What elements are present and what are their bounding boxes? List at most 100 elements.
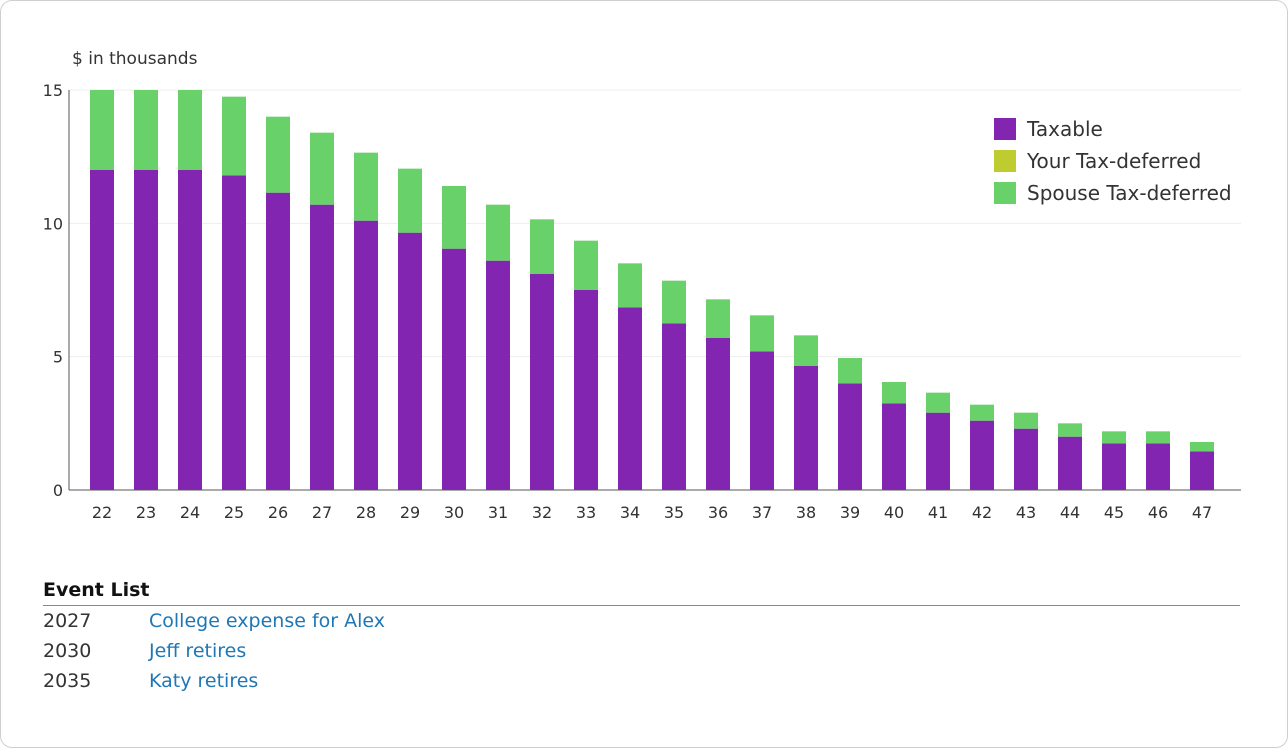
event-link-jeff-retires[interactable]: Jeff retires: [149, 640, 247, 662]
bar-segment: [354, 152, 378, 221]
bar-segment: [90, 90, 114, 170]
legend-item-taxable[interactable]: Taxable: [994, 113, 1232, 145]
bar-segment: [178, 170, 202, 490]
x-tick-label: 26: [268, 503, 288, 522]
bar-segment: [354, 220, 378, 490]
event-list-title: Event List: [43, 579, 1240, 606]
bar-segment: [178, 90, 202, 170]
bar-segment: [398, 168, 422, 233]
x-tick-label: 23: [136, 503, 156, 522]
bar-segment: [90, 170, 114, 490]
bar-segment: [750, 315, 774, 352]
bar-segment: [1014, 412, 1038, 429]
chart-legend: Taxable Your Tax-deferred Spouse Tax-def…: [994, 113, 1232, 209]
event-link-college-expense[interactable]: College expense for Alex: [149, 610, 385, 632]
x-tick-label: 37: [752, 503, 772, 522]
bar-segment: [222, 175, 246, 491]
bar-segment: [838, 383, 862, 490]
bar-segment: [1190, 451, 1214, 490]
y-axis-unit-label: $ in thousands: [72, 49, 198, 69]
bar-segment: [1102, 431, 1126, 444]
x-tick-label: 22: [92, 503, 112, 522]
bar-segment: [794, 366, 818, 490]
x-tick-label: 30: [444, 503, 464, 522]
bar-segment: [970, 404, 994, 421]
x-tick-label: 45: [1104, 503, 1124, 522]
legend-item-your-tax-deferred[interactable]: Your Tax-deferred: [994, 145, 1232, 177]
x-tick-label: 29: [400, 503, 420, 522]
bar-segment: [794, 335, 818, 366]
event-list: Event List 2027 College expense for Alex…: [43, 579, 1240, 696]
bar-segment: [706, 299, 730, 338]
x-tick-label: 24: [180, 503, 200, 522]
bar-segment: [1058, 423, 1082, 437]
legend-swatch-taxable: [994, 118, 1016, 140]
x-tick-label: 27: [312, 503, 332, 522]
bar-segment: [1102, 443, 1126, 490]
stacked-bar-chart: 0 5 10 15 22 23 24 25 26 27 28 29 30 31 32 33 34 35 36 37 38…: [43, 81, 1241, 522]
event-link-katy-retires[interactable]: Katy retires: [149, 670, 259, 692]
x-tick-label: 46: [1148, 503, 1168, 522]
event-row: 2027 College expense for Alex: [43, 606, 1240, 636]
bar-segment: [266, 192, 290, 490]
x-tick-label: 44: [1060, 503, 1080, 522]
bar-segment: [1146, 431, 1170, 444]
bar-segment: [882, 403, 906, 490]
x-tick-label: 35: [664, 503, 684, 522]
event-year: 2030: [43, 640, 92, 662]
bar-segment: [1014, 428, 1038, 490]
event-year: 2035: [43, 670, 92, 692]
x-tick-label: 34: [620, 503, 640, 522]
bar-segment: [530, 274, 554, 490]
bar-segment: [618, 307, 642, 490]
bar-segment: [310, 132, 334, 205]
bar-segment: [706, 338, 730, 490]
legend-label-taxable: Taxable: [1027, 117, 1103, 141]
bar-segment: [486, 260, 510, 490]
x-tick-label: 43: [1016, 503, 1036, 522]
bar-segment: [970, 420, 994, 490]
y-tick-label: 10: [43, 214, 63, 233]
x-tick-label: 33: [576, 503, 596, 522]
legend-label-your-tax-deferred: Your Tax-deferred: [1027, 149, 1202, 173]
bar-segment: [1058, 436, 1082, 490]
bar-segment: [1190, 442, 1214, 452]
bar-segment: [530, 219, 554, 274]
legend-label-spouse-tax-deferred: Spouse Tax-deferred: [1027, 181, 1232, 205]
x-tick-label: 32: [532, 503, 552, 522]
x-tick-label: 31: [488, 503, 508, 522]
legend-item-spouse-tax-deferred[interactable]: Spouse Tax-deferred: [994, 177, 1232, 209]
bar-segment: [1146, 443, 1170, 490]
legend-swatch-spouse-tax-deferred: [994, 182, 1016, 204]
x-tick-label: 39: [840, 503, 860, 522]
bar-segment: [574, 290, 598, 490]
bar-segment: [882, 382, 906, 404]
x-tick-label: 42: [972, 503, 992, 522]
x-tick-label: 47: [1192, 503, 1212, 522]
bar-segment: [618, 263, 642, 308]
x-tick-label: 41: [928, 503, 948, 522]
x-tick-label: 36: [708, 503, 728, 522]
bar-segment: [838, 358, 862, 384]
bar-segment: [926, 392, 950, 413]
bar-segment: [662, 323, 686, 490]
x-tick-label: 38: [796, 503, 816, 522]
y-tick-label: 15: [43, 81, 63, 100]
x-tick-label: 40: [884, 503, 904, 522]
y-tick-label: 0: [53, 481, 63, 500]
bar-segment: [750, 351, 774, 490]
bar-segment: [926, 412, 950, 490]
bar-segment: [442, 186, 466, 249]
x-tick-label: 28: [356, 503, 376, 522]
event-row: 2035 Katy retires: [43, 666, 1240, 696]
bar-segment: [398, 232, 422, 490]
bar-segment: [134, 90, 158, 170]
bar-segment: [310, 204, 334, 490]
event-year: 2027: [43, 610, 92, 632]
bar-segment: [486, 204, 510, 261]
bar-segment: [442, 248, 466, 490]
bar-segment: [222, 96, 246, 176]
y-tick-label: 5: [53, 348, 63, 367]
bar-segment: [134, 170, 158, 490]
